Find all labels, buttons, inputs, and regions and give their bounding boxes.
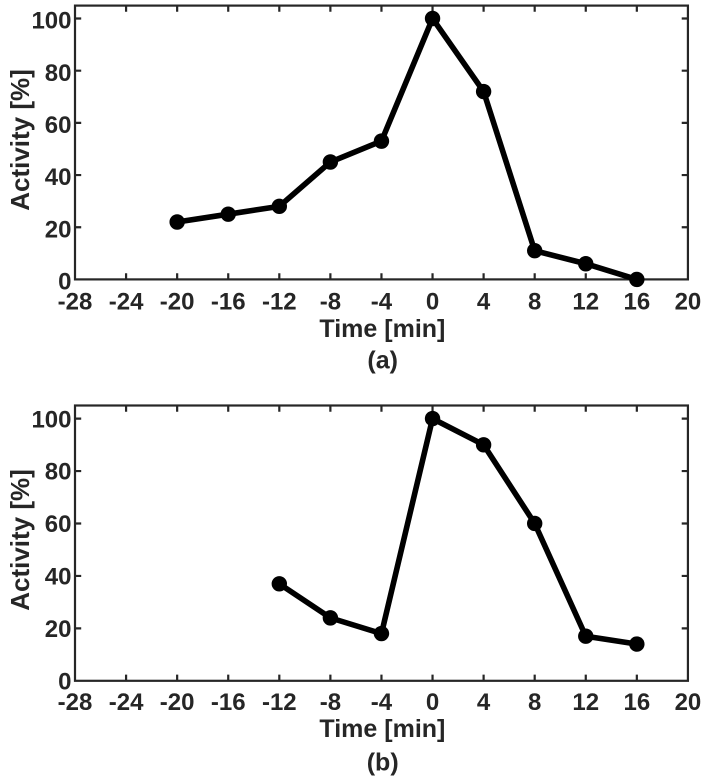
svg-text:(a): (a) <box>367 347 398 375</box>
svg-text:-28: -28 <box>58 689 93 716</box>
svg-text:4: 4 <box>477 689 491 716</box>
svg-text:0: 0 <box>426 689 439 716</box>
svg-text:4: 4 <box>477 289 491 316</box>
svg-text:40: 40 <box>45 164 72 191</box>
svg-text:80: 80 <box>45 459 72 486</box>
svg-text:80: 80 <box>45 60 72 87</box>
svg-text:0: 0 <box>58 269 71 296</box>
svg-text:20: 20 <box>675 289 702 316</box>
svg-text:-24: -24 <box>109 689 144 716</box>
svg-text:Activity [%]: Activity [%] <box>5 469 35 611</box>
svg-text:-16: -16 <box>211 689 246 716</box>
svg-text:100: 100 <box>31 8 71 35</box>
svg-text:-4: -4 <box>371 689 393 716</box>
svg-text:Activity [%]: Activity [%] <box>5 69 35 211</box>
svg-text:8: 8 <box>528 689 541 716</box>
svg-text:Time [min]: Time [min] <box>319 315 445 343</box>
svg-text:0: 0 <box>58 669 71 696</box>
svg-text:(b): (b) <box>367 749 399 777</box>
svg-text:-16: -16 <box>211 289 246 316</box>
svg-text:Time [min]: Time [min] <box>319 715 445 743</box>
svg-text:8: 8 <box>528 289 541 316</box>
svg-text:-8: -8 <box>320 689 341 716</box>
svg-text:20: 20 <box>45 216 72 243</box>
svg-text:-4: -4 <box>371 289 393 316</box>
svg-text:-12: -12 <box>262 289 297 316</box>
svg-text:100: 100 <box>31 406 71 433</box>
svg-text:20: 20 <box>675 689 702 716</box>
svg-text:40: 40 <box>45 564 72 591</box>
svg-text:-8: -8 <box>320 289 341 316</box>
svg-text:16: 16 <box>623 689 650 716</box>
svg-text:-20: -20 <box>160 689 195 716</box>
svg-text:-20: -20 <box>160 289 195 316</box>
svg-text:0: 0 <box>426 289 439 316</box>
svg-text:20: 20 <box>45 616 72 643</box>
svg-text:60: 60 <box>45 112 72 139</box>
svg-text:12: 12 <box>572 689 599 716</box>
svg-text:12: 12 <box>572 289 599 316</box>
svg-text:60: 60 <box>45 511 72 538</box>
svg-text:-24: -24 <box>109 289 144 316</box>
svg-text:-12: -12 <box>262 689 297 716</box>
svg-text:16: 16 <box>623 289 650 316</box>
svg-text:-28: -28 <box>58 289 93 316</box>
